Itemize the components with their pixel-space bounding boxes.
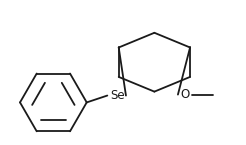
Text: O: O [180, 88, 189, 101]
Text: Se: Se [110, 89, 124, 102]
